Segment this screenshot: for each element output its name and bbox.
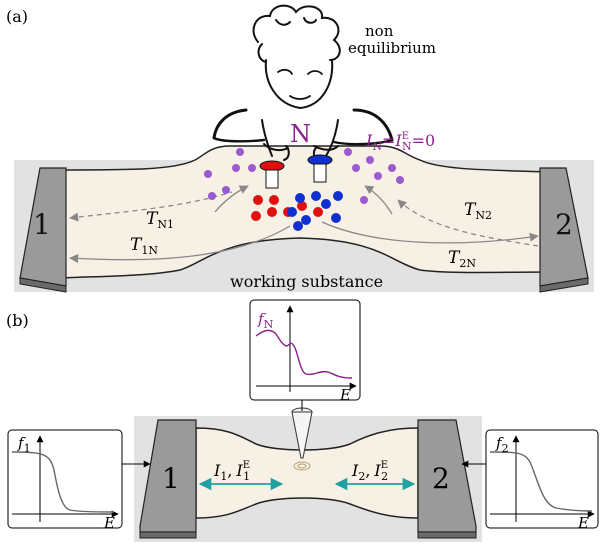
label-tau-n2: TN2: [464, 200, 492, 222]
terminal-1: 1: [19, 167, 67, 293]
particles-purple: [204, 148, 404, 204]
demon-note-line2: equilibrium: [348, 39, 436, 57]
svg-text:f1: f1: [17, 434, 31, 455]
demon-illustration: [212, 4, 394, 161]
panel-b-tag: (b): [6, 311, 29, 330]
arrow-up-left: [214, 185, 249, 213]
probe-icon: [291, 400, 313, 471]
demon-note-line1: non: [365, 22, 394, 40]
zero-current-condition: IN=IE N=0: [365, 131, 435, 153]
svg-text:E: E: [577, 514, 589, 532]
terminal-2: 2: [539, 167, 589, 293]
svg-text:f2: f2: [495, 434, 509, 455]
label-tau-n1: TN1: [146, 209, 174, 231]
inset-f2: f2 E: [485, 429, 599, 532]
current-label-2: I2, IE 2: [351, 460, 388, 483]
inset-f1: f1 E: [7, 429, 123, 532]
particles-red: [251, 195, 323, 221]
working-substance-caption: working substance: [230, 272, 383, 291]
panel-b: (b) 1 2 I1, IE 1 I2, IE 2: [6, 299, 599, 542]
arrow-up-right: [364, 185, 393, 215]
label-tau-1n: T1N: [130, 235, 158, 257]
red-valve-icon: [259, 160, 285, 189]
arrow-tau-2n: [321, 221, 539, 244]
particles-blue: [287, 191, 343, 231]
inset-fN: fN E: [249, 299, 361, 404]
svg-text:E: E: [339, 386, 351, 404]
svg-text:fN: fN: [257, 310, 274, 331]
current-label-1: I1, IE 1: [213, 460, 250, 483]
panel-a-tag: (a): [6, 7, 28, 26]
terminal-1-b-label: 1: [162, 462, 180, 495]
label-tau-2n: T2N: [448, 248, 476, 270]
arrow-tau-1n: [69, 225, 291, 264]
panel-a: (a) 1 2 TN1 T1N TN2: [6, 4, 594, 293]
terminal-1-label: 1: [33, 208, 51, 241]
working-substance: [59, 145, 549, 279]
terminal-1-b: 1: [139, 419, 197, 539]
blue-valve-icon: [307, 154, 333, 183]
terminal-2-b: 2: [417, 419, 477, 539]
svg-text:E: E: [103, 514, 115, 532]
demon-label: N: [290, 120, 311, 148]
terminal-2-label: 2: [555, 208, 573, 241]
terminal-2-b-label: 2: [432, 462, 450, 495]
